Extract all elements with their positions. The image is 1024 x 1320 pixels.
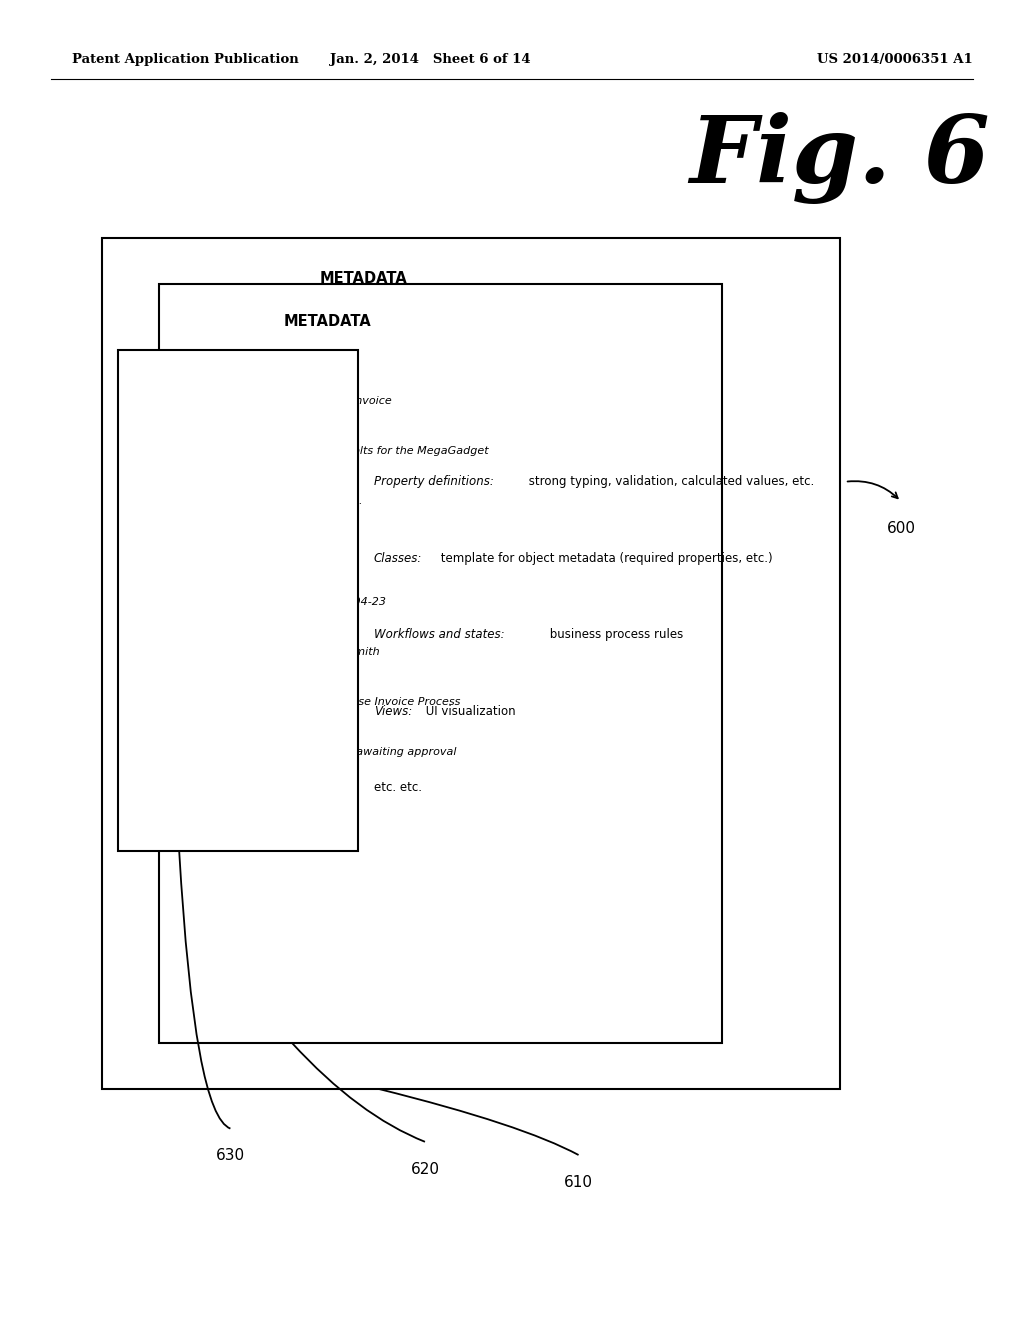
Text: Patent Application Publication: Patent Application Publication <box>72 53 298 66</box>
Text: Views:: Views: <box>374 705 412 718</box>
Text: 620: 620 <box>411 1162 439 1176</box>
Text: Class: Purchase Invoice: Class: Purchase Invoice <box>261 396 392 407</box>
Text: Classes:: Classes: <box>374 552 422 565</box>
Text: Jan. 2, 2014   Sheet 6 of 14: Jan. 2, 2014 Sheet 6 of 14 <box>330 53 530 66</box>
Text: UI visualization: UI visualization <box>422 705 515 718</box>
Text: Vendor: Acme Inc.: Vendor: Acme Inc. <box>261 496 362 507</box>
Text: Property definitions:: Property definitions: <box>374 475 494 488</box>
Text: strong typing, validation, calculated values, etc.: strong typing, validation, calculated va… <box>525 475 814 488</box>
Text: etc. etc.: etc. etc. <box>374 781 422 795</box>
Text: METADATA: METADATA <box>284 314 372 329</box>
Text: Due Date: 2013-04-23: Due Date: 2013-04-23 <box>261 597 386 607</box>
Text: Workflow: Purchase Invoice Process: Workflow: Purchase Invoice Process <box>261 697 461 708</box>
Text: Workflows and states:: Workflows and states: <box>374 628 505 642</box>
Bar <box>102 238 840 1089</box>
Text: OBJECT: OBJECT <box>129 367 180 380</box>
Text: (e.g., document file): (e.g., document file) <box>129 404 250 417</box>
Text: 610: 610 <box>564 1175 593 1189</box>
Text: Approver: John Smith: Approver: John Smith <box>261 647 380 657</box>
Text: METADATA
STRUCTURE: METADATA STRUCTURE <box>314 271 413 304</box>
Bar <box>159 284 722 1043</box>
Text: Fig. 6: Fig. 6 <box>689 112 990 205</box>
Bar <box>118 350 358 851</box>
Text: 630: 630 <box>216 1148 245 1163</box>
Text: Amount: $750: Amount: $750 <box>261 546 341 557</box>
Text: State: Received, awaiting approval: State: Received, awaiting approval <box>261 747 457 758</box>
Text: US 2014/0006351 A1: US 2014/0006351 A1 <box>817 53 973 66</box>
Text: 600: 600 <box>887 521 915 536</box>
Text: template for object metadata (required properties, etc.): template for object metadata (required p… <box>437 552 773 565</box>
Text: Title: Nuts and bolts for the MegaGadget: Title: Nuts and bolts for the MegaGadget <box>261 446 488 457</box>
Text: business process rules: business process rules <box>546 628 683 642</box>
